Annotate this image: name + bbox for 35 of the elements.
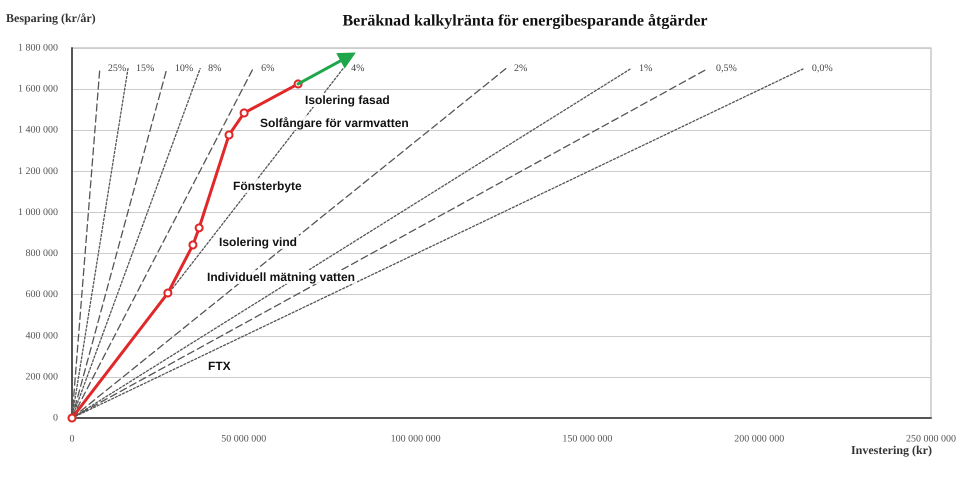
x-tick-label: 250 000 000 <box>906 434 956 444</box>
series-label: 10% <box>174 63 194 74</box>
x-tick-label: 150 000 000 <box>562 434 612 444</box>
y-tick-label: 600 000 <box>26 289 58 300</box>
y-tick-label: 400 000 <box>26 330 58 342</box>
y-tick-label: 800 000 <box>26 248 58 260</box>
y-tick-label: 0 <box>53 412 58 424</box>
y-tick-label: 1 800 000 <box>18 42 58 54</box>
y-tick-label: 200 000 <box>26 371 58 382</box>
x-axis-title: Investering (kr) <box>851 443 932 457</box>
series-label: 15% <box>136 63 154 74</box>
y-tick-label: 1 200 000 <box>18 166 58 177</box>
series-label: 0,5% <box>716 63 737 74</box>
chart-title: Beräknad kalkylränta för energibesparande åtgärder <box>342 12 708 30</box>
x-tick-label: 0 <box>70 434 74 444</box>
x-tick-label: 200 000 000 <box>734 434 784 444</box>
series-label: 0,0% <box>812 63 833 74</box>
series-label: 2% <box>514 63 528 74</box>
annotation: Individuell mätning vatten <box>207 270 356 284</box>
annotation: Isolering vind <box>219 235 298 249</box>
y-tick-label: 1 600 000 <box>18 84 58 95</box>
series-label: 4% <box>351 63 364 74</box>
series-label: 6% <box>261 63 274 74</box>
y-tick-label: 1 000 000 <box>18 206 58 218</box>
x-tick-label: 50 000 000 <box>221 434 266 444</box>
y-tick-label: 1 400 000 <box>18 124 58 136</box>
y-axis-title: Besparing (kr/år) <box>6 11 96 25</box>
series-label: 1% <box>639 63 652 74</box>
annotation: Isolering fasad <box>305 93 390 107</box>
annotation: Fönsterbyte <box>233 179 302 193</box>
series-label: 25% <box>108 63 126 74</box>
x-tick-label: 100 000 000 <box>390 434 441 444</box>
annotation: Solfångare för varmvatten <box>260 116 409 130</box>
annotation: FTX <box>208 359 231 373</box>
series-label: 8% <box>208 63 222 74</box>
